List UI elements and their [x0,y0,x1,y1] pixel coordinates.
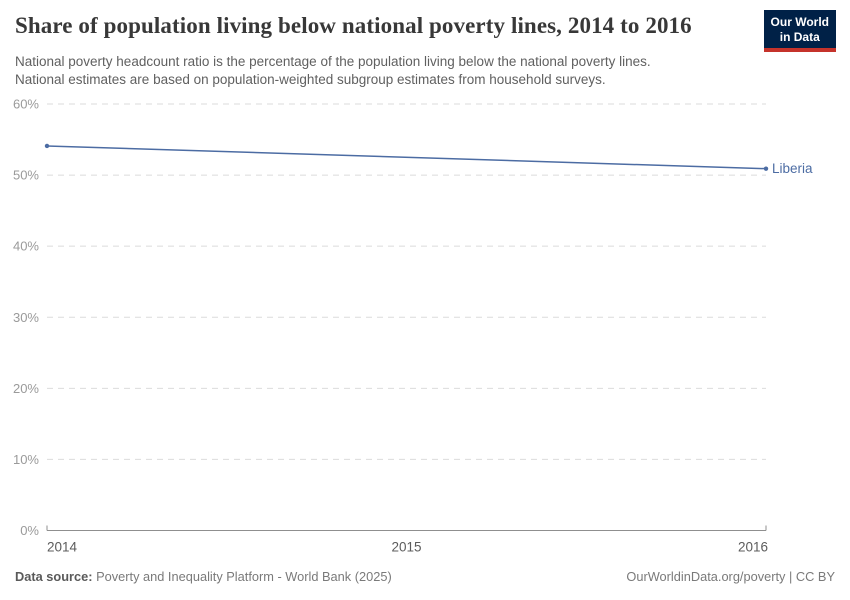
y-tick-label: 10% [13,452,39,467]
x-tick-label: 2016 [738,540,768,555]
data-source-text: Poverty and Inequality Platform - World … [92,569,392,584]
page-title: Share of population living below nationa… [15,13,692,38]
owid-logo-line1: Our World [770,15,829,29]
x-tick-label: 2014 [47,540,78,555]
owid-url-license-link[interactable]: OurWorldinData.org/poverty | CC BY [626,569,835,584]
series-label: Liberia [772,161,813,176]
y-tick-label: 50% [13,168,39,183]
y-tick-label: 30% [13,310,39,325]
data-source-label: Data source: [15,569,93,584]
data-point-marker [44,143,50,149]
data-source-note: Data source: Poverty and Inequality Plat… [15,569,392,584]
owid-logo-line2: in Data [779,29,820,44]
y-tick-label: 40% [13,239,39,254]
y-tick-label: 0% [20,523,39,538]
data-point-marker [763,166,769,171]
series-line [46,145,767,170]
y-tick-label: 20% [13,381,39,396]
chart-subtitle-line2: National estimates are based on populati… [15,71,606,87]
y-tick-label: 60% [13,97,39,112]
x-tick-label: 2015 [391,540,421,555]
chart-subtitle-line1: National poverty headcount ratio is the … [15,54,651,69]
chart-subtitle: National poverty headcount ratio is the … [15,53,651,88]
owid-logo: Our World in Data [763,10,836,52]
